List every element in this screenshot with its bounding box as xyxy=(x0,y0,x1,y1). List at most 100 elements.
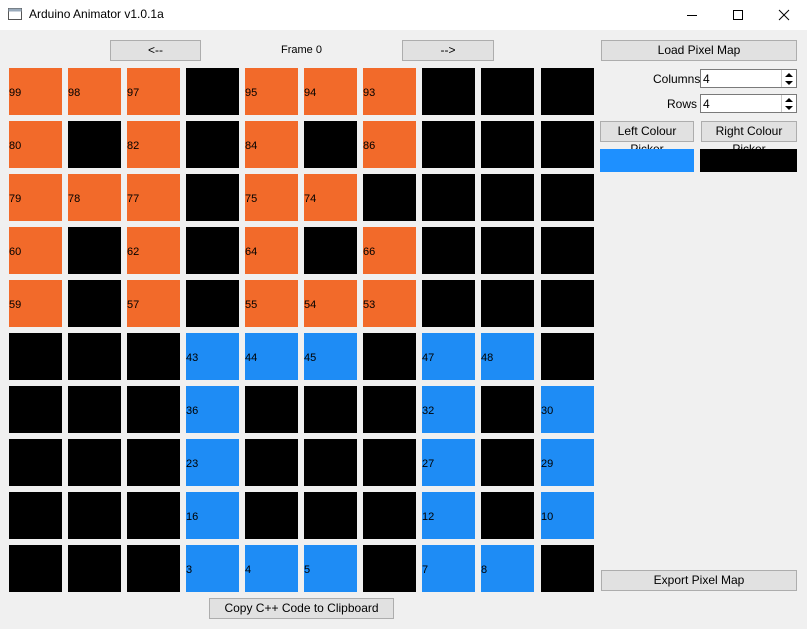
rows-up-button[interactable] xyxy=(782,95,796,103)
pixel-cell[interactable] xyxy=(541,333,594,380)
pixel-cell[interactable] xyxy=(481,227,534,274)
pixel-cell[interactable] xyxy=(186,68,239,115)
rows-down-button[interactable] xyxy=(782,104,796,112)
pixel-cell[interactable]: 62 xyxy=(127,227,180,274)
pixel-cell[interactable]: 53 xyxy=(363,280,416,327)
next-frame-button[interactable]: --> xyxy=(402,40,494,61)
pixel-cell[interactable]: 48 xyxy=(481,333,534,380)
columns-down-button[interactable] xyxy=(782,79,796,87)
pixel-cell[interactable] xyxy=(127,492,180,539)
pixel-cell[interactable]: 36 xyxy=(186,386,239,433)
minimize-button[interactable] xyxy=(669,0,715,30)
pixel-cell[interactable] xyxy=(9,492,62,539)
pixel-cell[interactable]: 79 xyxy=(9,174,62,221)
pixel-cell[interactable] xyxy=(245,439,298,486)
pixel-cell[interactable] xyxy=(363,386,416,433)
right-colour-picker-button[interactable]: Right Colour Picker xyxy=(701,121,797,156)
pixel-cell[interactable]: 95 xyxy=(245,68,298,115)
pixel-cell[interactable]: 86 xyxy=(363,121,416,168)
pixel-cell[interactable] xyxy=(481,386,534,433)
pixel-cell[interactable]: 75 xyxy=(245,174,298,221)
pixel-cell[interactable] xyxy=(68,280,121,327)
pixel-cell[interactable]: 29 xyxy=(541,439,594,486)
pixel-cell[interactable]: 60 xyxy=(9,227,62,274)
pixel-cell[interactable] xyxy=(127,545,180,592)
pixel-cell[interactable]: 3 xyxy=(186,545,239,592)
pixel-cell[interactable] xyxy=(304,439,357,486)
load-pixel-map-button[interactable]: Load Pixel Map xyxy=(601,40,797,61)
pixel-cell[interactable]: 30 xyxy=(541,386,594,433)
pixel-cell[interactable]: 78 xyxy=(68,174,121,221)
pixel-cell[interactable]: 43 xyxy=(186,333,239,380)
pixel-cell[interactable] xyxy=(68,492,121,539)
pixel-cell[interactable] xyxy=(363,174,416,221)
pixel-cell[interactable] xyxy=(9,333,62,380)
pixel-cell[interactable] xyxy=(363,492,416,539)
pixel-cell[interactable] xyxy=(541,280,594,327)
pixel-cell[interactable]: 5 xyxy=(304,545,357,592)
pixel-cell[interactable]: 77 xyxy=(127,174,180,221)
pixel-cell[interactable]: 80 xyxy=(9,121,62,168)
pixel-cell[interactable] xyxy=(422,68,475,115)
pixel-cell[interactable] xyxy=(541,227,594,274)
pixel-cell[interactable] xyxy=(541,174,594,221)
pixel-cell[interactable] xyxy=(481,121,534,168)
pixel-cell[interactable] xyxy=(304,121,357,168)
left-colour-picker-button[interactable]: Left Colour Picker xyxy=(600,121,694,156)
pixel-cell[interactable]: 16 xyxy=(186,492,239,539)
pixel-cell[interactable] xyxy=(245,386,298,433)
pixel-cell[interactable] xyxy=(68,545,121,592)
pixel-cell[interactable] xyxy=(245,492,298,539)
pixel-cell[interactable] xyxy=(127,439,180,486)
pixel-cell[interactable]: 59 xyxy=(9,280,62,327)
pixel-cell[interactable] xyxy=(481,280,534,327)
rows-spinbox[interactable] xyxy=(700,94,797,113)
pixel-cell[interactable]: 82 xyxy=(127,121,180,168)
copy-code-button[interactable]: Copy C++ Code to Clipboard xyxy=(209,598,394,619)
pixel-cell[interactable] xyxy=(186,174,239,221)
pixel-cell[interactable]: 10 xyxy=(541,492,594,539)
pixel-cell[interactable] xyxy=(422,121,475,168)
pixel-cell[interactable] xyxy=(68,386,121,433)
pixel-cell[interactable] xyxy=(363,545,416,592)
pixel-cell[interactable] xyxy=(481,68,534,115)
pixel-cell[interactable] xyxy=(481,492,534,539)
pixel-cell[interactable] xyxy=(186,280,239,327)
pixel-cell[interactable] xyxy=(304,492,357,539)
pixel-cell[interactable]: 45 xyxy=(304,333,357,380)
pixel-cell[interactable]: 64 xyxy=(245,227,298,274)
pixel-cell[interactable]: 7 xyxy=(422,545,475,592)
pixel-cell[interactable]: 8 xyxy=(481,545,534,592)
pixel-cell[interactable]: 94 xyxy=(304,68,357,115)
previous-frame-button[interactable]: <-- xyxy=(110,40,201,61)
export-pixel-map-button[interactable]: Export Pixel Map xyxy=(601,570,797,591)
pixel-cell[interactable] xyxy=(422,280,475,327)
pixel-cell[interactable]: 23 xyxy=(186,439,239,486)
pixel-cell[interactable] xyxy=(9,439,62,486)
pixel-cell[interactable]: 12 xyxy=(422,492,475,539)
pixel-cell[interactable] xyxy=(541,68,594,115)
pixel-cell[interactable] xyxy=(304,227,357,274)
pixel-cell[interactable] xyxy=(304,386,357,433)
pixel-cell[interactable] xyxy=(186,121,239,168)
pixel-cell[interactable] xyxy=(68,439,121,486)
pixel-cell[interactable] xyxy=(422,227,475,274)
pixel-cell[interactable]: 99 xyxy=(9,68,62,115)
pixel-cell[interactable] xyxy=(363,333,416,380)
pixel-cell[interactable] xyxy=(9,545,62,592)
pixel-cell[interactable] xyxy=(481,439,534,486)
pixel-cell[interactable]: 47 xyxy=(422,333,475,380)
pixel-cell[interactable] xyxy=(481,174,534,221)
pixel-cell[interactable] xyxy=(9,386,62,433)
pixel-cell[interactable]: 32 xyxy=(422,386,475,433)
pixel-cell[interactable] xyxy=(127,386,180,433)
pixel-cell[interactable] xyxy=(541,545,594,592)
pixel-cell[interactable] xyxy=(127,333,180,380)
pixel-cell[interactable]: 55 xyxy=(245,280,298,327)
pixel-cell[interactable] xyxy=(541,121,594,168)
rows-input[interactable] xyxy=(703,96,779,111)
pixel-cell[interactable]: 74 xyxy=(304,174,357,221)
columns-spinbox[interactable] xyxy=(700,69,797,88)
pixel-cell[interactable]: 54 xyxy=(304,280,357,327)
pixel-cell[interactable]: 84 xyxy=(245,121,298,168)
